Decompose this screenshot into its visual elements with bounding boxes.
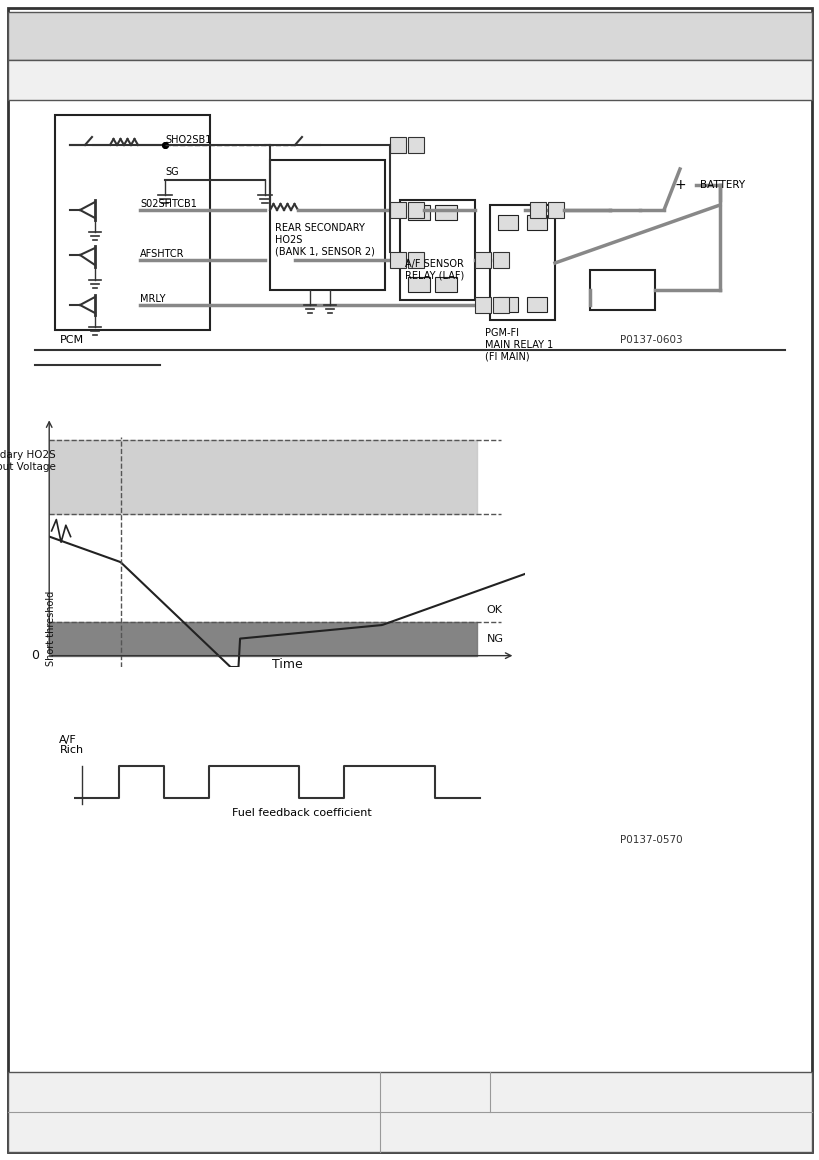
- Bar: [408, 137, 423, 153]
- Bar: [408, 252, 423, 268]
- Text: AFSHTCR: AFSHTCR: [140, 249, 184, 259]
- Bar: [529, 202, 545, 218]
- Text: NG: NG: [486, 633, 503, 644]
- Text: A/F SENSOR
RELAY (LAF): A/F SENSOR RELAY (LAF): [405, 259, 464, 281]
- Bar: [492, 297, 509, 313]
- Bar: [390, 252, 405, 268]
- Bar: [8, 60, 811, 100]
- Bar: [474, 297, 491, 313]
- Text: OK: OK: [486, 606, 502, 615]
- Bar: [408, 202, 423, 218]
- Text: REAR SECONDARY
HO2S
(BANK 1, SENSOR 2): REAR SECONDARY HO2S (BANK 1, SENSOR 2): [274, 224, 374, 256]
- Text: MRLY: MRLY: [140, 293, 165, 304]
- Bar: [434, 205, 456, 220]
- Bar: [8, 1072, 811, 1152]
- Bar: [434, 277, 456, 292]
- Text: Secondary HO2S
Output Voltage: Secondary HO2S Output Voltage: [0, 450, 56, 472]
- Bar: [497, 297, 518, 312]
- Text: S02SHTCB1: S02SHTCB1: [140, 200, 197, 209]
- Bar: [497, 215, 518, 230]
- Text: PGM-FI
MAIN RELAY 1
(FI MAIN): PGM-FI MAIN RELAY 1 (FI MAIN): [484, 328, 553, 362]
- Text: Rich: Rich: [61, 745, 84, 755]
- Bar: [490, 205, 554, 320]
- Bar: [474, 252, 491, 268]
- Text: +: +: [673, 177, 685, 193]
- Bar: [590, 270, 654, 310]
- Text: Time: Time: [271, 658, 302, 670]
- Bar: [527, 297, 546, 312]
- Text: P0137-0603: P0137-0603: [619, 335, 681, 345]
- Bar: [390, 137, 405, 153]
- Bar: [527, 215, 546, 230]
- Bar: [55, 115, 210, 329]
- Text: Short threshold: Short threshold: [46, 592, 56, 666]
- Bar: [390, 202, 405, 218]
- Text: BATTERY: BATTERY: [699, 180, 744, 190]
- Text: 0: 0: [31, 650, 38, 662]
- Text: P0137-0570: P0137-0570: [619, 835, 681, 844]
- Bar: [408, 205, 429, 220]
- Text: SHO2SB1: SHO2SB1: [165, 135, 211, 145]
- Text: A/F: A/F: [59, 735, 77, 745]
- Text: PCM: PCM: [60, 335, 84, 345]
- Bar: [400, 200, 474, 300]
- Text: SG: SG: [165, 167, 179, 177]
- Bar: [8, 12, 811, 60]
- Bar: [408, 277, 429, 292]
- Bar: [269, 160, 385, 290]
- Bar: [547, 202, 563, 218]
- Bar: [492, 252, 509, 268]
- Text: Fuel feedback coefficient: Fuel feedback coefficient: [232, 809, 371, 819]
